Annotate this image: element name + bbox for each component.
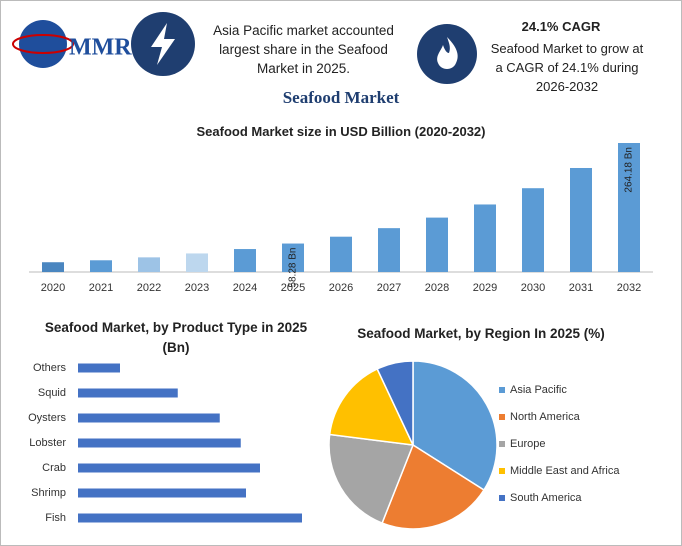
legend-label: Asia Pacific	[510, 384, 567, 396]
y-tick-label: Lobster	[29, 437, 66, 449]
x-tick-label: 2029	[473, 282, 497, 294]
x-tick-label: 2024	[233, 282, 257, 294]
x-tick-label: 2022	[137, 282, 161, 294]
bar	[42, 262, 64, 272]
y-tick-label: Shrimp	[31, 487, 66, 499]
bar	[78, 388, 178, 398]
bar	[570, 167, 592, 272]
y-tick-label: Oysters	[28, 412, 66, 424]
chart-title: Seafood Market, by Region In 2025 (%)	[357, 326, 605, 341]
x-tick-label: 2028	[425, 282, 449, 294]
y-tick-label: Crab	[42, 462, 66, 474]
bar	[186, 253, 208, 272]
x-tick-label: 2031	[569, 282, 593, 294]
cagr-title: 24.1% CAGR	[521, 19, 601, 34]
x-tick-label: 2025	[281, 282, 305, 294]
logo-globe	[19, 20, 67, 68]
x-tick-label: 2030	[521, 282, 545, 294]
bar	[618, 143, 640, 272]
bar	[78, 438, 241, 448]
value-label: 264.18 Bn	[624, 147, 635, 193]
legend-marker	[499, 414, 505, 420]
chart-title: Seafood Market size in USD Billion (2020…	[196, 124, 486, 139]
x-tick-label: 2027	[377, 282, 401, 294]
bar	[138, 257, 160, 272]
lightning-icon	[151, 23, 175, 65]
logo-ring	[12, 34, 74, 54]
bar	[330, 236, 352, 272]
legend-marker	[499, 441, 505, 447]
legend-label: North America	[510, 411, 581, 423]
bar	[78, 488, 246, 498]
legend-marker	[499, 468, 505, 474]
pie-slice	[328, 433, 415, 525]
flame-icon	[437, 37, 458, 69]
legend-label: Europe	[510, 438, 545, 450]
y-tick-label: Others	[33, 362, 67, 374]
x-tick-label: 2032	[617, 282, 641, 294]
bar	[426, 217, 448, 272]
cagr-note: Seafood Market to grow at a CAGR of 24.1…	[490, 41, 644, 94]
x-tick-label: 2026	[329, 282, 353, 294]
bar	[78, 513, 302, 523]
x-tick-label: 2023	[185, 282, 209, 294]
share-note: Asia Pacific market accounted largest sh…	[213, 23, 394, 76]
y-tick-label: Squid	[38, 387, 66, 399]
bar	[522, 188, 544, 272]
legend-marker	[499, 495, 505, 501]
main-title: Seafood Market	[282, 88, 400, 107]
pie-slice	[381, 443, 485, 530]
chart-title: Seafood Market, by Product Type in 2025 …	[44, 320, 308, 355]
x-tick-label: 2020	[41, 282, 65, 294]
pie-slice	[328, 367, 415, 446]
bar	[378, 228, 400, 272]
x-tick-label: 2021	[89, 282, 113, 294]
bar	[78, 463, 260, 473]
legend-marker	[499, 387, 505, 393]
bar	[90, 260, 112, 272]
legend-label: Middle East and Africa	[510, 465, 620, 477]
bar	[234, 249, 256, 272]
bar	[282, 243, 304, 272]
bar	[78, 413, 220, 423]
legend-label: South America	[510, 492, 582, 504]
y-tick-label: Fish	[45, 512, 66, 524]
logo-text: MMR	[69, 35, 132, 61]
bar	[78, 363, 120, 373]
bar	[474, 204, 496, 272]
value-label: 58.28 Bn	[288, 248, 299, 288]
pie-slice	[376, 360, 414, 446]
